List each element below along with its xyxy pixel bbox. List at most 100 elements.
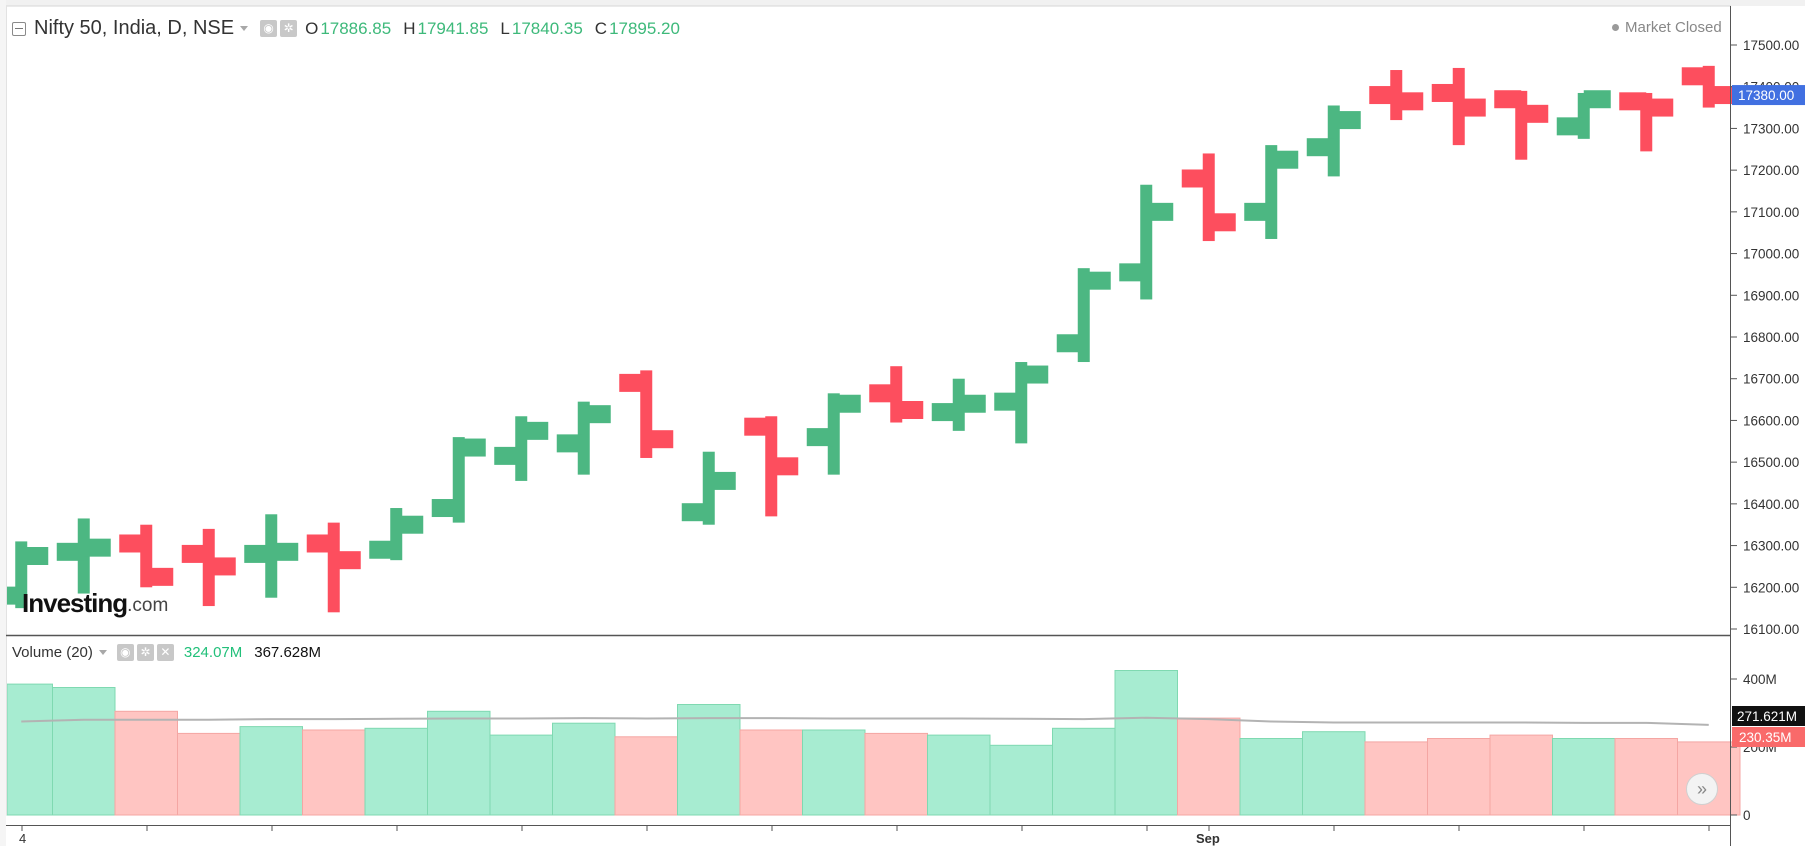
ohlc-close-tick bbox=[646, 430, 674, 449]
ohlc-close-tick bbox=[1521, 104, 1549, 123]
last-price-tag bbox=[1732, 85, 1805, 106]
market-status-text: Market Closed bbox=[1625, 19, 1722, 36]
price-tick-label: 16100.00 bbox=[1743, 622, 1799, 637]
ohlc-open-tick bbox=[181, 544, 209, 563]
ohlc-open-tick bbox=[1619, 92, 1647, 111]
ohlc-close-tick bbox=[1021, 365, 1049, 384]
close-icon[interactable]: ✕ bbox=[156, 644, 174, 661]
eye-icon[interactable]: ◉ bbox=[116, 644, 134, 661]
volume-bar bbox=[1489, 734, 1553, 816]
ohlc-open-tick bbox=[806, 428, 834, 447]
volume-bar bbox=[52, 687, 116, 816]
double-chevron-right-icon[interactable]: » bbox=[1686, 773, 1718, 805]
eye-icon[interactable]: ◉ bbox=[260, 20, 278, 37]
ohlc-open-tick bbox=[1681, 67, 1709, 86]
ohlc-bar bbox=[431, 437, 486, 523]
ohlc-open-tick bbox=[244, 544, 272, 563]
ohlc-close-tick bbox=[1208, 213, 1236, 232]
ohlc-close-tick bbox=[1458, 98, 1486, 117]
ohlc-open-tick bbox=[1056, 334, 1084, 353]
volume-bar bbox=[302, 729, 366, 816]
ohlc-open-tick bbox=[1369, 86, 1397, 105]
ohlc-bar bbox=[244, 514, 299, 598]
ohlc-close-tick bbox=[708, 471, 736, 490]
ohlc-close-tick bbox=[83, 538, 111, 557]
logo-suffix: .com bbox=[127, 594, 169, 616]
ohlc-open-tick bbox=[431, 499, 459, 518]
ohlc-bar bbox=[994, 362, 1049, 444]
status-dot-icon bbox=[1612, 24, 1619, 31]
ohlc-close-tick bbox=[583, 405, 611, 424]
ohlc-bar bbox=[1244, 145, 1299, 239]
ohlc-bar bbox=[494, 416, 549, 481]
ohlc-open-tick bbox=[994, 392, 1022, 411]
ohlc-bar bbox=[1119, 184, 1174, 300]
gear-icon[interactable]: ✲ bbox=[136, 644, 154, 661]
volume-bar bbox=[552, 722, 616, 816]
ohlc-bar bbox=[931, 378, 986, 431]
ohlc-close-tick bbox=[958, 394, 986, 413]
volume-bar bbox=[739, 729, 803, 816]
ohlc-close-tick bbox=[333, 551, 361, 570]
ohlc-close-tick bbox=[1708, 86, 1736, 105]
ohlc-close-tick bbox=[1396, 92, 1424, 111]
volume-bar bbox=[364, 727, 428, 816]
ohlc-close-tick bbox=[271, 542, 299, 561]
volume-value: 324.07M bbox=[183, 644, 243, 661]
volume-title[interactable]: Volume (20) bbox=[12, 644, 93, 661]
ohlc-bar bbox=[56, 518, 111, 594]
ohlc-bar bbox=[1306, 105, 1361, 177]
volume-bar bbox=[989, 744, 1053, 816]
ohlc-close-tick bbox=[1646, 98, 1674, 117]
ohlc-open-tick bbox=[1244, 202, 1272, 221]
ohlc-close-tick bbox=[1083, 271, 1111, 290]
volume-bar bbox=[1552, 738, 1616, 816]
price-tick-label: 16500.00 bbox=[1743, 455, 1799, 470]
ohlc-open-tick bbox=[1556, 117, 1584, 136]
volume-ma-polyline bbox=[21, 716, 1709, 726]
gear-icon[interactable]: ✲ bbox=[280, 20, 298, 37]
symbol-title[interactable]: Nifty 50, India, D, NSE bbox=[34, 17, 235, 39]
volume-last-tag-label: 230.35M bbox=[1739, 730, 1792, 745]
price-tick-label: 16300.00 bbox=[1743, 539, 1799, 554]
ohlc-bar bbox=[369, 508, 424, 561]
ohlc-bar bbox=[306, 522, 361, 613]
ohlc-close-tick bbox=[396, 515, 424, 534]
ohlc-open-tick bbox=[556, 434, 584, 453]
ohlc-open-tick bbox=[56, 542, 84, 561]
ohlc-bar bbox=[744, 416, 799, 517]
ohlc-bar bbox=[1681, 65, 1736, 108]
ohlc-high: H 17941.85 bbox=[403, 18, 489, 38]
ohlc-bar bbox=[1369, 70, 1424, 121]
collapse-icon[interactable] bbox=[12, 21, 26, 36]
ohlc-close-tick bbox=[1333, 111, 1361, 130]
volume-bar bbox=[177, 732, 241, 816]
ohlc-open-tick bbox=[1181, 169, 1209, 188]
volume-dropdown-icon[interactable] bbox=[98, 650, 107, 655]
price-tick-label: 17100.00 bbox=[1743, 205, 1799, 220]
price-tick-label: 17300.00 bbox=[1743, 121, 1799, 136]
volume-bar bbox=[1614, 738, 1678, 816]
volume-tick-label: 400M bbox=[1743, 672, 1777, 687]
ohlc-close-tick bbox=[1583, 90, 1611, 109]
ohlc-bar bbox=[1556, 90, 1611, 139]
price-tick-label: 16700.00 bbox=[1743, 372, 1799, 387]
volume-bar bbox=[489, 734, 553, 816]
symbol-dropdown-icon[interactable] bbox=[240, 26, 249, 31]
ohlc-open-tick bbox=[744, 417, 772, 436]
ohlc-open-tick bbox=[369, 540, 397, 559]
time-tick-label: 4 bbox=[19, 831, 26, 846]
ohlc-open-tick bbox=[681, 503, 709, 522]
ohlc-open-tick bbox=[1431, 83, 1459, 102]
ohlc-close-tick bbox=[771, 457, 799, 476]
ohlc-bar bbox=[1056, 268, 1111, 363]
ohlc-close-tick bbox=[833, 394, 861, 413]
volume-bar bbox=[677, 704, 741, 816]
ohlc-open-tick bbox=[869, 384, 897, 403]
ohlc-close-tick bbox=[458, 438, 486, 457]
investing-logo: Investing .com bbox=[22, 588, 168, 619]
last-price-label: 17380.00 bbox=[1738, 88, 1794, 103]
